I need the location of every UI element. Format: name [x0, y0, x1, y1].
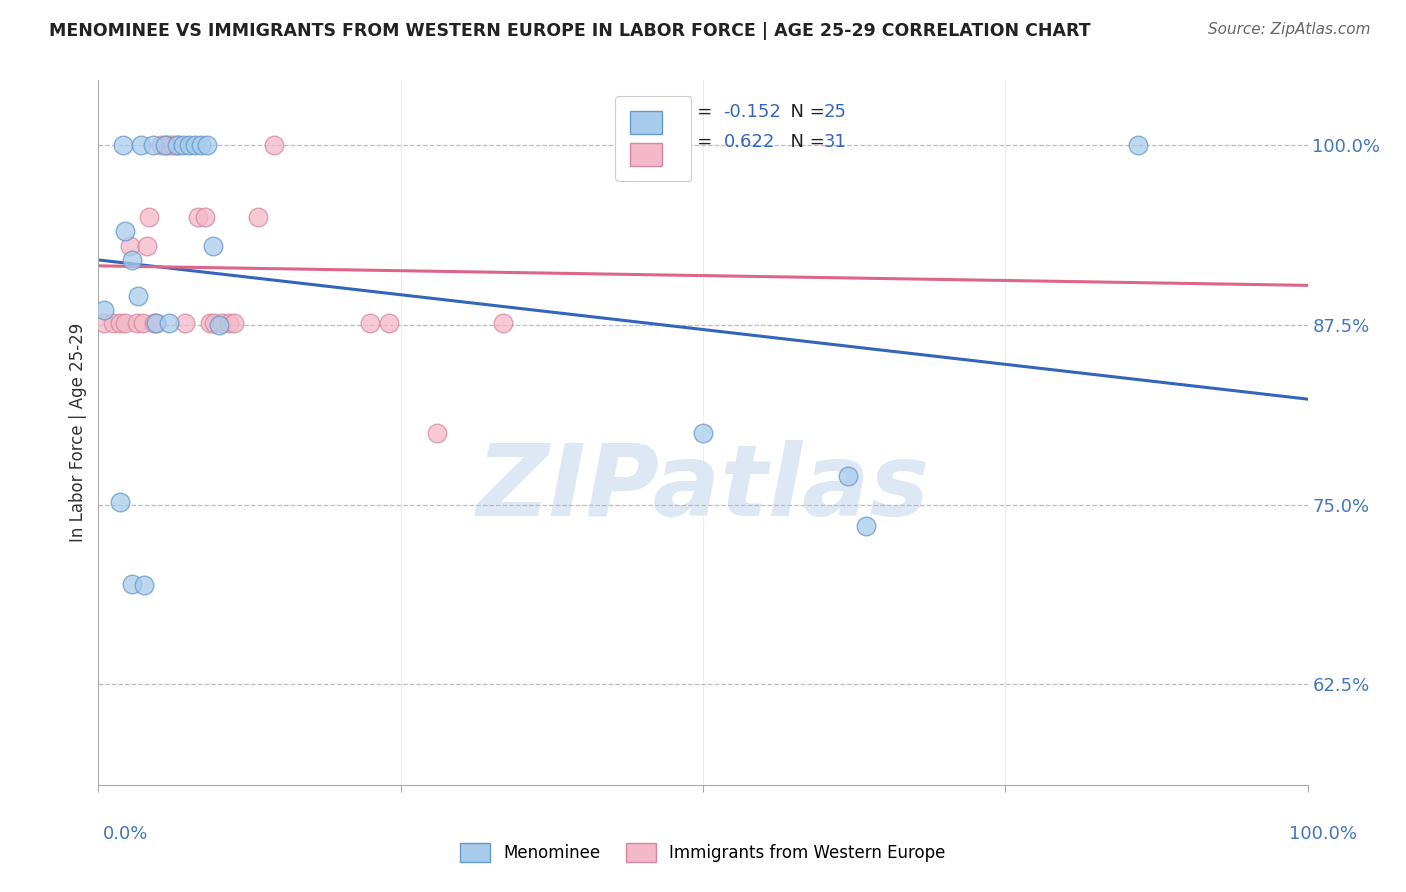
Y-axis label: In Labor Force | Age 25-29: In Labor Force | Age 25-29 — [69, 323, 87, 542]
Point — [127, 289, 149, 303]
Text: N =: N = — [779, 103, 831, 121]
Text: 31: 31 — [824, 133, 846, 151]
Point — [134, 578, 156, 592]
Point — [153, 138, 176, 153]
Point — [111, 138, 134, 153]
Legend: , : , — [616, 96, 692, 181]
Point — [195, 138, 218, 153]
Point — [218, 316, 240, 330]
Point — [114, 316, 136, 330]
Point — [108, 316, 131, 330]
Point — [692, 425, 714, 440]
Point — [138, 210, 160, 224]
Point — [172, 138, 194, 153]
Point — [1128, 138, 1150, 153]
Point — [93, 316, 115, 330]
Point — [145, 316, 167, 330]
Point — [162, 138, 184, 153]
Point — [204, 316, 226, 330]
Point — [135, 238, 157, 252]
Point — [187, 210, 209, 224]
Point — [637, 138, 659, 153]
Point — [129, 138, 152, 153]
Point — [121, 253, 143, 268]
Point — [174, 316, 197, 330]
Point — [837, 468, 859, 483]
Point — [127, 316, 149, 330]
Point — [121, 576, 143, 591]
Point — [132, 316, 155, 330]
Point — [184, 138, 207, 153]
Text: MENOMINEE VS IMMIGRANTS FROM WESTERN EUROPE IN LABOR FORCE | AGE 25-29 CORRELATI: MENOMINEE VS IMMIGRANTS FROM WESTERN EUR… — [49, 22, 1091, 40]
Text: R =: R = — [679, 103, 718, 121]
Point — [426, 425, 449, 440]
Point — [155, 138, 177, 153]
Text: 25: 25 — [824, 103, 846, 121]
Text: 0.622: 0.622 — [724, 133, 775, 151]
Text: Source: ZipAtlas.com: Source: ZipAtlas.com — [1208, 22, 1371, 37]
Point — [179, 138, 201, 153]
Point — [190, 138, 212, 153]
Point — [93, 303, 115, 318]
Point — [145, 316, 167, 330]
Point — [211, 316, 233, 330]
Point — [108, 494, 131, 508]
Point — [118, 238, 141, 252]
Point — [150, 138, 173, 153]
Legend: Menominee, Immigrants from Western Europe: Menominee, Immigrants from Western Europ… — [453, 834, 953, 871]
Point — [377, 316, 399, 330]
Text: ZIPatlas: ZIPatlas — [477, 441, 929, 538]
Point — [166, 138, 188, 153]
Point — [142, 138, 165, 153]
Point — [247, 210, 270, 224]
Point — [101, 316, 124, 330]
Point — [222, 316, 245, 330]
Point — [114, 224, 136, 238]
Text: N =: N = — [779, 133, 831, 151]
Point — [492, 316, 515, 330]
Point — [167, 138, 190, 153]
Point — [194, 210, 217, 224]
Text: 0.0%: 0.0% — [103, 825, 148, 843]
Text: R =: R = — [679, 133, 718, 151]
Point — [198, 316, 221, 330]
Point — [855, 519, 877, 533]
Point — [157, 138, 180, 153]
Point — [360, 316, 382, 330]
Point — [157, 316, 180, 330]
Text: 100.0%: 100.0% — [1289, 825, 1357, 843]
Text: -0.152: -0.152 — [724, 103, 782, 121]
Point — [208, 318, 231, 332]
Point — [202, 238, 225, 252]
Point — [263, 138, 285, 153]
Point — [143, 316, 166, 330]
